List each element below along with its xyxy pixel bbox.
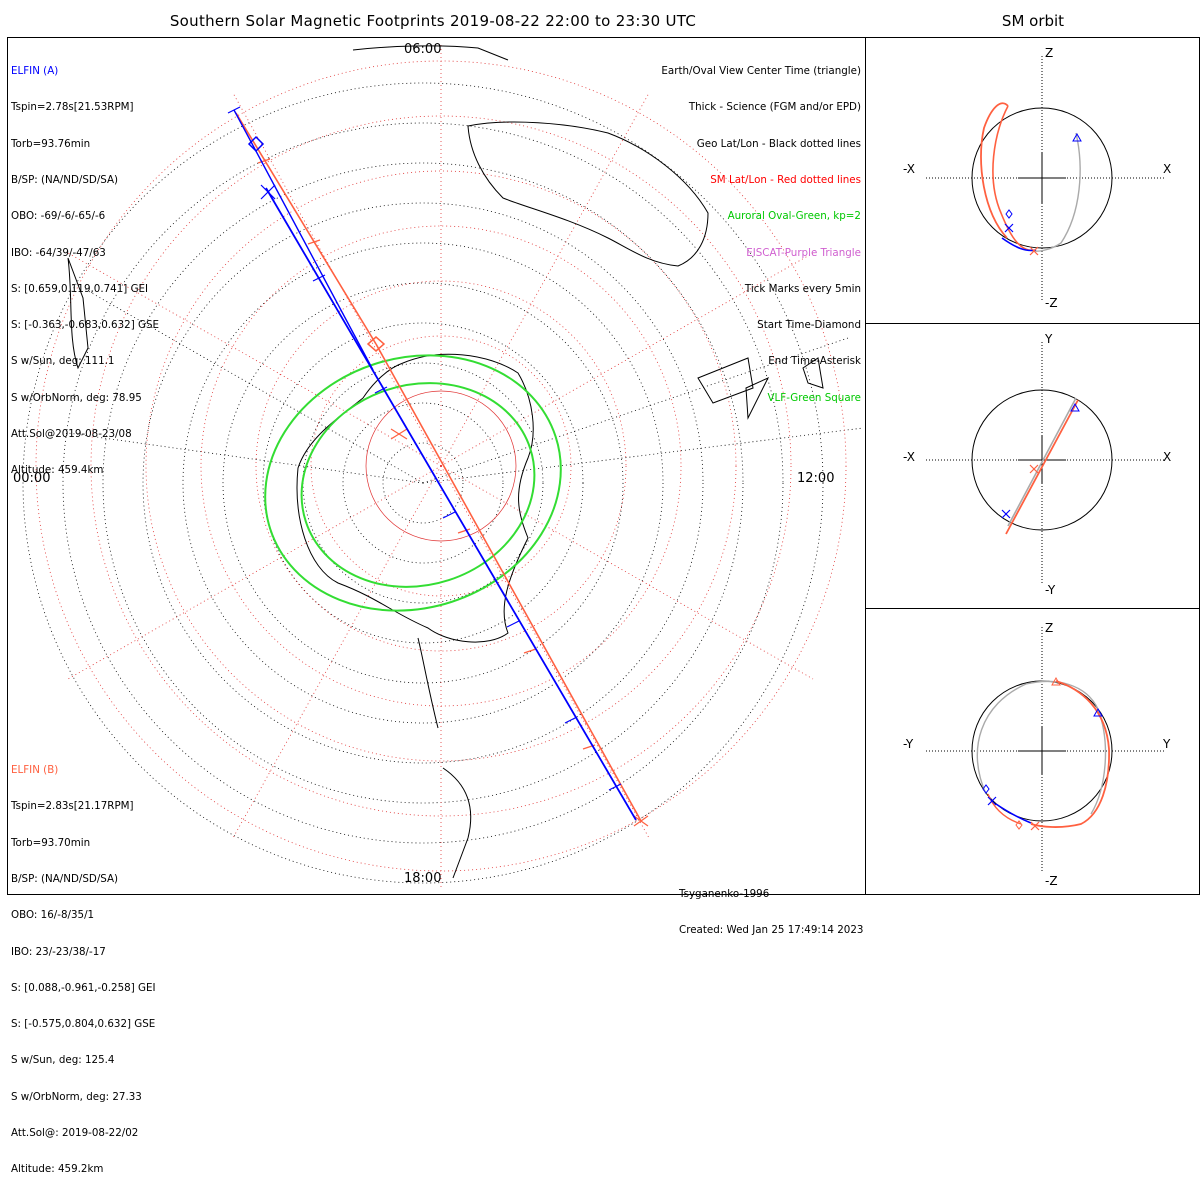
elfin-b-line: Att.Sol@: 2019-08-22/02 [11,1127,139,1139]
legend-item: SM Lat/Lon - Red dotted lines [710,174,861,187]
legend-item: Geo Lat/Lon - Black dotted lines [696,137,861,150]
orbit-xz-top-label: Z [1045,46,1054,60]
elfin-b-line: OBO: 16/-8/35/1 [11,909,95,922]
mlt-label-12: 12:00 [797,471,835,486]
orbit-plot-xz [926,56,1166,300]
elfin-a-line: B/SP: (NA/ND/SD/SA) [11,174,119,187]
footprint-map [22,43,864,890]
sm-grid [35,43,847,890]
elfin-a-line: Tspin=2.78s[21.53RPM] [11,101,134,114]
elfin-b-name: ELFIN (B) [11,764,59,777]
orbit-xy-right-label: X [1163,450,1172,464]
elfin-b-line: Altitude: 459.2km [11,1163,104,1176]
elfin-b-info: ELFIN (B) Tspin=2.83s[21.17RPM] Torb=93.… [11,740,156,1200]
orbit-xz-bottom-label: -Z [1045,296,1058,310]
legend-item: EISCAT-Purple Triangle [746,246,861,259]
plot-title: Southern Solar Magnetic Footprints 2019-… [169,12,697,30]
elfin-a-info: ELFIN (A) Tspin=2.78s[21.53RPM] Torb=93.… [11,41,159,501]
orbit-xy-left-label: -X [903,450,915,464]
orbit-panel-xz: Z -Z -X X [865,37,1200,324]
credit-created: Created: Wed Jan 25 17:49:14 2023 [679,924,864,937]
elfin-a-line: Altitude: 459.4km [11,464,104,477]
geo-grid [22,82,864,884]
elfin-b-line: S w/Sun, deg: 125.4 [11,1054,115,1067]
elfin-a-line: Att.Sol@2019-08-23/08 [11,428,132,440]
elfin-a-line: S w/OrbNorm, deg: 78.95 [11,391,142,404]
elfin-b-line: S: [-0.575,0.804,0.632] GSE [11,1018,156,1031]
mlt-label-06: 06:00 [404,42,442,57]
orbit-plot-yz [926,627,1166,871]
legend-item: Start Time-Diamond [757,319,861,332]
elfin-a-line: Torb=93.76min [11,137,91,150]
orbit-panel-xy: Y -Y -X X [865,323,1200,609]
elfin-b-line: IBO: 23/-23/38/-17 [11,945,106,958]
orbit-plot-xy [926,342,1166,584]
legend-item: Earth/Oval View Center Time (triangle) [661,65,861,78]
orbit-xy-bottom-label: -Y [1045,583,1056,597]
elfin-b-track [235,112,649,827]
orbit-yz-left-label: -Y [903,737,914,751]
credit-info: Tsyganenko-1996 Created: Wed Jan 25 17:4… [679,864,863,961]
mlt-label-00: 00:00 [13,471,51,486]
legend-item: Auroral Oval-Green, kp=2 [727,210,861,223]
elfin-b-line: B/SP: (NA/ND/SD/SA) [11,873,119,886]
elfin-a-line: S w/Sun, deg: 111.1 [11,355,115,368]
orbit-panel-yz: Z -Z -Y Y [865,608,1200,895]
elfin-b-line: S w/OrbNorm, deg: 27.33 [11,1090,142,1103]
elfin-a-line: S: [-0.363,-0.683,0.632] GSE [11,319,160,332]
footprint-map-panel: 06:00 00:00 12:00 18:00 Earth/Oval View … [7,37,866,1175]
sm-orbit-title: SM orbit [1001,12,1065,30]
mlt-label-18: 18:00 [404,871,442,886]
orbit-xz-left-label: -X [903,162,915,176]
orbit-yz-bottom-label: -Z [1045,874,1058,888]
orbit-xz-right-label: X [1163,162,1172,176]
elfin-a-line: S: [0.659,0.119,0.741] GEI [11,282,149,295]
orbit-xy-top-label: Y [1045,332,1053,346]
orbit-yz-right-label: Y [1163,737,1171,751]
elfin-a-line: OBO: -69/-6/-65/-6 [11,210,106,223]
elfin-a-line: IBO: -64/39/-47/63 [11,246,106,259]
elfin-a-track [227,106,637,821]
elfin-b-line: S: [0.088,-0.961,-0.258] GEI [11,981,156,994]
legend-item: VLF-Green Square [767,391,861,404]
elfin-b-line: Torb=93.70min [11,836,91,849]
elfin-b-line: Tspin=2.83s[21.17RPM] [11,800,134,813]
legend-item: Thick - Science (FGM and/or EPD) [688,101,861,114]
elfin-a-name: ELFIN (A) [11,65,59,78]
map-legend: Earth/Oval View Center Time (triangle) T… [661,41,861,428]
legend-item: End Time-Asterisk [768,355,861,368]
credit-model: Tsyganenko-1996 [679,888,770,901]
auroral-oval [264,354,562,612]
orbit-yz-top-label: Z [1045,621,1054,635]
legend-item: Tick Marks every 5min [744,282,861,295]
coastlines [67,45,824,879]
